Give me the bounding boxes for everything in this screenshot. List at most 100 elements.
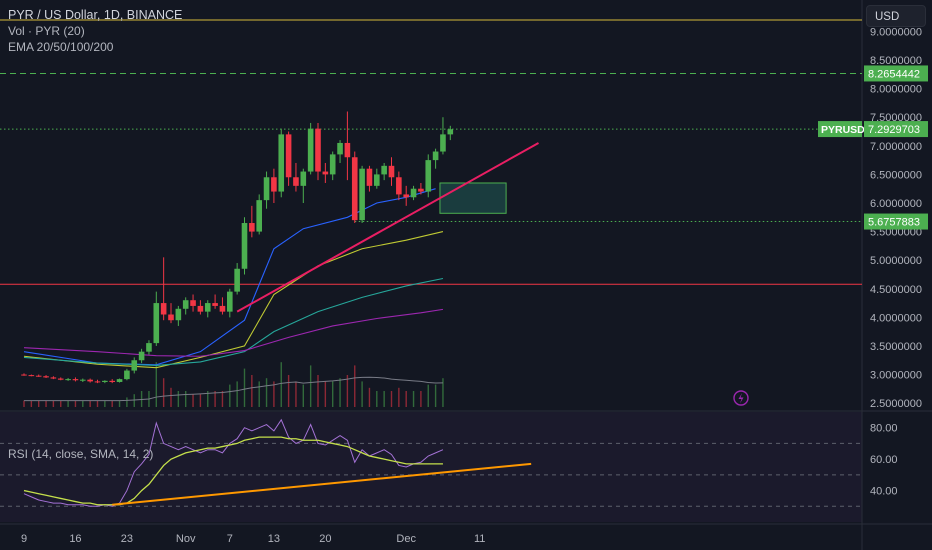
price-tick-label: 6.0000000 (870, 198, 922, 210)
candle-body (359, 168, 365, 221)
candle-body (366, 168, 373, 186)
candle-body (374, 174, 380, 186)
time-axis-label: 23 (121, 533, 133, 545)
candle-body (351, 157, 358, 221)
support-trendline (236, 142, 539, 313)
lightning-icon (733, 390, 749, 406)
rsi-tick-label: 80.00 (870, 423, 898, 435)
price-label: 7.2929703 (868, 124, 920, 136)
volume-bar (427, 384, 429, 407)
volume-bar (332, 381, 334, 407)
volume-bar (23, 400, 25, 407)
volume-bar (170, 387, 172, 407)
ema-indicator-label[interactable]: EMA 20/50/100/200 (8, 40, 114, 54)
volume-bar (280, 362, 282, 407)
volume-bar (398, 387, 400, 407)
rsi-tick-label: 40.00 (870, 486, 898, 498)
volume-bar (52, 400, 55, 407)
volume-bar (126, 397, 128, 407)
candle-body (131, 360, 138, 371)
candle-body (109, 380, 115, 382)
volume-bar (405, 391, 407, 407)
volume-bar (339, 378, 341, 407)
time-axis-label: 7 (227, 533, 233, 545)
price-label: 8.2654442 (868, 68, 920, 80)
price-tick-label: 3.5000000 (870, 341, 922, 353)
demand-zone-box (439, 182, 507, 214)
candle-body (271, 177, 277, 192)
price-label: 5.6757883 (868, 217, 920, 229)
candle-body (153, 303, 160, 344)
price-tick-label: 5.5000000 (870, 227, 922, 239)
volume-bar (38, 400, 40, 407)
price-tick-label: 4.5000000 (870, 284, 922, 296)
volume-bar (74, 400, 77, 407)
volume-bar (442, 378, 444, 407)
time-axis-label: 13 (268, 533, 280, 545)
candle-body (204, 303, 211, 312)
volume-bar (287, 375, 290, 407)
price-label-box (864, 65, 928, 82)
candle-body (418, 188, 424, 192)
candle-body (168, 314, 174, 321)
price-tick-label: 9.0000000 (870, 26, 922, 38)
candle-body (212, 303, 218, 306)
lightning-icon-ring (733, 390, 749, 406)
candle-body (447, 129, 454, 135)
candle-body (322, 171, 329, 175)
lightning-icon-bolt (738, 393, 744, 404)
price-tick-label: 7.0000000 (870, 141, 922, 153)
rsi-indicator-label[interactable]: RSI (14, close, SMA, 14, 2) (8, 447, 154, 461)
candle-body (160, 303, 167, 315)
volume-bar (89, 400, 91, 407)
candle-body (102, 380, 108, 382)
candle-body (43, 376, 49, 378)
rsi-tick-label: 60.00 (870, 454, 898, 466)
volume-bar (192, 394, 194, 407)
time-axis-label: Nov (176, 533, 196, 545)
candle-body (87, 379, 93, 382)
price-tick-label: 6.5000000 (870, 169, 922, 181)
candle-body (57, 378, 64, 380)
volume-bar (221, 391, 224, 407)
candle-body (249, 223, 255, 232)
candle-body (425, 160, 432, 192)
volume-bar (258, 381, 260, 407)
candle-body (124, 370, 130, 380)
candle-body (21, 374, 27, 376)
candle-body (28, 375, 35, 377)
volume-bar (207, 391, 209, 407)
candle-body (381, 165, 387, 175)
rsi-pane-background (0, 412, 862, 522)
candle-body (432, 151, 439, 161)
time-axis-label: 20 (319, 533, 331, 545)
candle-body (307, 128, 314, 172)
volume-indicator-label[interactable]: Vol · PYR (20) (8, 24, 85, 38)
candle-body (315, 128, 321, 172)
volume-bar (236, 381, 238, 407)
candle-body (35, 375, 42, 377)
volume-bar (376, 391, 378, 407)
volume-bar (177, 391, 180, 407)
candle-body (263, 177, 270, 201)
price-tick-label: 8.5000000 (870, 55, 922, 67)
candle-body (146, 343, 152, 352)
rsi-trendline (112, 462, 532, 506)
volume-bar (302, 384, 304, 407)
price-tick-label: 5.0000000 (870, 255, 922, 267)
currency-button[interactable]: USD (866, 5, 926, 27)
volume-bar (354, 365, 356, 407)
candle-body (344, 142, 351, 158)
candle-body (410, 188, 417, 198)
price-tick-label: 4.0000000 (870, 312, 922, 324)
volume-bar (251, 375, 253, 407)
candle-body (293, 177, 299, 186)
candle-body (219, 305, 226, 312)
volume-bar (30, 400, 33, 407)
volume-bar (412, 391, 415, 407)
volume-bar (133, 394, 135, 407)
candle-body (72, 379, 79, 381)
volume-bar (273, 381, 275, 407)
chart-title: PYR / US Dollar, 1D, BINANCE (8, 8, 183, 22)
